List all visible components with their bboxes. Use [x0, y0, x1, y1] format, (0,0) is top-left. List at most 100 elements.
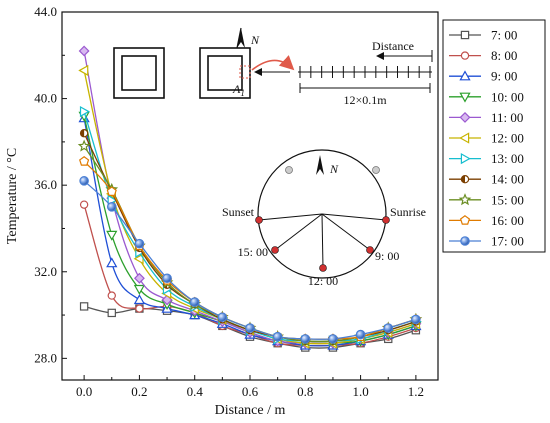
data-point: [459, 92, 471, 103]
y-tick-label: 32.0: [34, 264, 57, 279]
legend-label: 10: 00: [491, 89, 524, 104]
zoom-arrow: [251, 55, 295, 71]
legend-frame: [442, 19, 546, 253]
sunset-label: Sunset: [222, 205, 255, 219]
top-left-node: [285, 166, 293, 174]
data-point: [134, 238, 145, 249]
ruler-ticks: [299, 66, 431, 78]
data-point: [460, 51, 470, 60]
data-point: [133, 284, 146, 295]
ray-sunrise: [321, 213, 387, 221]
ray-sunset: [258, 213, 323, 221]
ray-15: [274, 213, 323, 251]
legend-label: 8: 00: [491, 48, 517, 63]
north-arrow-icon: [236, 27, 245, 49]
time-label-15: 15: 00: [238, 245, 268, 259]
y-tick-label: 44.0: [34, 4, 57, 19]
legend-item: 12: 00: [449, 131, 524, 146]
scale-label: 12×0.1m: [343, 93, 387, 107]
series-1400: [79, 129, 421, 346]
legend-label: 9: 00: [491, 69, 517, 84]
point-a1-label: A1: [232, 82, 245, 98]
data-point: [107, 291, 116, 300]
legend-item: 10: 00: [449, 89, 524, 104]
y-tick-label: 36.0: [34, 177, 57, 192]
x-tick-label: 0.6: [242, 384, 259, 399]
wall-inner-right: [207, 55, 243, 91]
data-point: [133, 294, 146, 305]
legend-item: 16: 00: [449, 213, 524, 228]
data-point-fill: [80, 129, 85, 137]
time-label-12: 12: 00: [308, 274, 338, 288]
node-12: [319, 264, 327, 272]
series-line: [83, 117, 417, 347]
data-point: [106, 202, 117, 212]
data-point: [245, 323, 255, 333]
data-point: [460, 236, 470, 246]
distance-label: Distance: [372, 39, 414, 53]
legend-item: 14: 00: [449, 172, 524, 187]
data-point: [459, 70, 471, 81]
data-point: [107, 308, 116, 318]
data-point: [272, 331, 283, 342]
data-point: [79, 156, 90, 166]
node-15: [271, 246, 279, 254]
north-label: N: [250, 33, 260, 47]
series-1700: [79, 176, 421, 344]
point-a1-marker: [239, 65, 251, 79]
axes: 0.0 0.2 0.4 0.6 0.8 1.0 1.2 28.0 32.0 36.0 40.0 44.…: [34, 4, 424, 399]
data-point: [460, 152, 471, 165]
data-point: [106, 230, 118, 241]
x-tick-label: 0.2: [131, 384, 147, 399]
wall-inner-left: [121, 55, 157, 91]
legend-label: 14: 00: [491, 172, 524, 187]
data-point-fill: [461, 175, 465, 183]
y-tick-label: 28.0: [34, 350, 57, 365]
sunrise-node: [382, 216, 390, 224]
data-point: [79, 176, 89, 186]
sunset-node: [255, 216, 263, 224]
data-point: [77, 139, 91, 152]
data-point: [79, 302, 89, 311]
data-point: [459, 215, 471, 225]
data-point: [300, 334, 311, 344]
x-tick-label: 1.2: [408, 384, 424, 399]
data-point: [383, 323, 394, 333]
legend-item: 11: 00: [449, 110, 523, 125]
legend-item: 7: 00: [449, 28, 517, 43]
data-point: [106, 257, 118, 268]
series-line: [83, 111, 417, 342]
legend-label: 12: 00: [491, 131, 524, 146]
data-point: [78, 64, 89, 77]
x-tick-label: 0.4: [187, 384, 204, 399]
ray-9: [321, 213, 371, 251]
legend: 7: 00 8: 00 9: 00 10: 00 11: 00 12: 00 13: 00 1…: [449, 28, 524, 249]
north-arrow-icon: [316, 155, 324, 175]
inset-wall-schematic: A1 N Distance 12×0.1m: [113, 27, 433, 107]
legend-item: 8: 00: [449, 48, 517, 63]
data-point: [460, 30, 470, 40]
time-label-9: 9: 00: [375, 249, 399, 263]
y-axis-title: Temperature / °C: [5, 148, 20, 244]
x-tick-label: 0.8: [297, 384, 313, 399]
sun-path-circle: [257, 149, 387, 279]
north-label-sun: N: [329, 162, 339, 176]
x-axis-title: Distance / m: [215, 403, 286, 418]
series-line: [83, 132, 417, 343]
legend-label: 16: 00: [491, 213, 524, 228]
wall-outer-left: [113, 47, 165, 99]
legend-item: 17: 00: [449, 234, 524, 249]
legend-item: 13: 00: [449, 151, 524, 166]
data-point: [78, 45, 90, 57]
data-point: [133, 272, 145, 284]
ray-12: [321, 213, 324, 269]
data-point: [79, 200, 89, 209]
data-point: [162, 273, 172, 284]
data-point: [458, 193, 472, 206]
node-9: [366, 246, 374, 254]
legend-label: 7: 00: [491, 28, 517, 43]
inset-sun-path: N Sunset Sunrise 15: 00 12: 00 9: 00: [222, 149, 426, 288]
data-point: [79, 105, 90, 118]
data-point: [217, 312, 228, 323]
